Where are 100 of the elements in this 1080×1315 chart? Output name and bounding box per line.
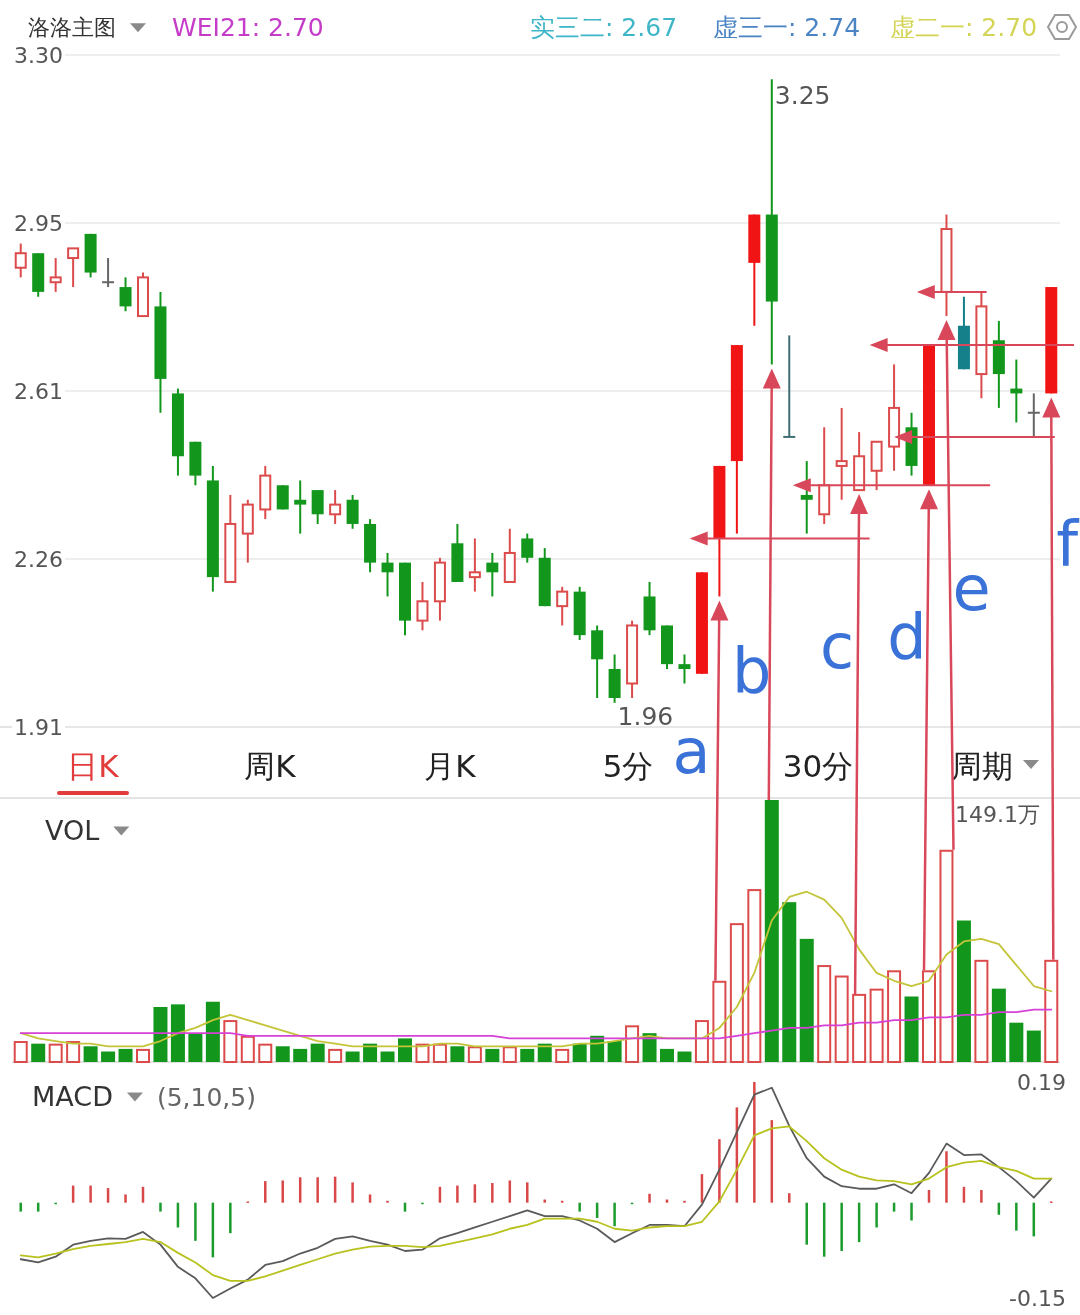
bar bbox=[1026, 1030, 1041, 1062]
bar bbox=[1015, 1202, 1018, 1231]
bar bbox=[782, 902, 797, 1062]
bar bbox=[153, 1006, 168, 1062]
annotation: 3.25 bbox=[774, 81, 831, 111]
bar bbox=[194, 1202, 197, 1241]
bar bbox=[712, 980, 727, 1063]
bar bbox=[852, 993, 867, 1063]
bar bbox=[572, 1043, 587, 1062]
bar bbox=[48, 1043, 63, 1063]
y-tick-label: 2.95 bbox=[14, 211, 63, 236]
y-tick-label: 3.30 bbox=[14, 43, 63, 68]
bar bbox=[398, 1038, 412, 1062]
bar bbox=[543, 1199, 546, 1203]
text: 5分 bbox=[602, 748, 654, 784]
bar bbox=[456, 1185, 459, 1203]
bar bbox=[887, 970, 902, 1063]
text: 30分 bbox=[782, 748, 854, 784]
bar bbox=[83, 1046, 98, 1062]
bar bbox=[136, 1048, 150, 1063]
bar bbox=[281, 1180, 284, 1203]
bar bbox=[764, 800, 779, 1062]
bar bbox=[124, 1194, 127, 1203]
bar bbox=[240, 1035, 255, 1063]
bar bbox=[729, 923, 744, 1063]
bar bbox=[910, 1202, 913, 1221]
bar bbox=[625, 1025, 640, 1063]
bar bbox=[502, 1046, 517, 1063]
bar bbox=[578, 1202, 581, 1212]
bar bbox=[817, 965, 832, 1063]
bar bbox=[1009, 1022, 1024, 1062]
bar bbox=[939, 849, 954, 1063]
bar bbox=[258, 1043, 273, 1063]
bar bbox=[66, 1041, 81, 1063]
bar bbox=[799, 938, 814, 1062]
y-tick-label: 2.26 bbox=[14, 547, 63, 572]
bar bbox=[223, 1020, 238, 1063]
bar bbox=[613, 1202, 616, 1227]
bar bbox=[328, 1048, 343, 1063]
text: VOL bbox=[45, 815, 100, 846]
y-tick-label: -0.15 bbox=[1009, 1286, 1066, 1311]
text: 周期 bbox=[951, 748, 1013, 784]
bar bbox=[205, 1001, 220, 1062]
chart-title: 洛洛主图 bbox=[28, 15, 116, 40]
bar bbox=[118, 1048, 133, 1062]
bar bbox=[718, 1139, 721, 1203]
bar bbox=[275, 1046, 290, 1062]
annotation: f bbox=[1056, 507, 1080, 580]
bar bbox=[642, 1033, 657, 1062]
bar bbox=[956, 920, 971, 1062]
bar bbox=[467, 1046, 482, 1063]
bar bbox=[974, 959, 989, 1063]
bar bbox=[991, 988, 1006, 1062]
bar bbox=[805, 1202, 808, 1245]
bar bbox=[345, 1051, 360, 1062]
bar bbox=[491, 1183, 494, 1203]
bar bbox=[188, 1033, 203, 1062]
bar bbox=[747, 889, 762, 1063]
bar bbox=[788, 1193, 791, 1203]
bar bbox=[450, 1046, 465, 1062]
bar bbox=[264, 1181, 267, 1203]
chart-title: MACD bbox=[32, 1081, 113, 1112]
y-tick-label: 2.61 bbox=[14, 379, 63, 404]
bar bbox=[922, 970, 936, 1063]
bar bbox=[677, 1051, 692, 1062]
bar bbox=[316, 1177, 319, 1203]
bar bbox=[904, 996, 919, 1062]
bar bbox=[980, 1190, 983, 1203]
bar bbox=[159, 1202, 162, 1212]
bar bbox=[834, 975, 849, 1063]
annotation: b bbox=[732, 634, 772, 707]
bar bbox=[310, 1043, 325, 1062]
bar bbox=[648, 1193, 651, 1203]
chart-subtitle: (5,10,5) bbox=[156, 1083, 256, 1112]
annotation: 1.96 bbox=[617, 701, 674, 731]
bar bbox=[101, 1051, 116, 1062]
text: 日K bbox=[67, 748, 120, 784]
text: 虚三一: 2.74 bbox=[713, 13, 861, 42]
bar bbox=[19, 1202, 22, 1212]
bar bbox=[555, 1048, 570, 1063]
bar bbox=[351, 1182, 354, 1203]
bar bbox=[1044, 959, 1059, 1063]
annotation: 149.1万 bbox=[955, 802, 1040, 827]
y-tick-label: 1.91 bbox=[14, 715, 63, 740]
bar bbox=[485, 1048, 500, 1062]
text: 周K bbox=[244, 748, 297, 784]
bar bbox=[170, 1004, 185, 1062]
text: WEI21: 2.70 bbox=[172, 13, 324, 42]
annotation: c bbox=[820, 610, 855, 683]
bar bbox=[526, 1182, 529, 1203]
bar bbox=[31, 1043, 46, 1062]
bar bbox=[229, 1202, 232, 1234]
bar bbox=[432, 1043, 447, 1063]
bar bbox=[660, 1048, 674, 1062]
annotation: e bbox=[952, 552, 991, 625]
bar bbox=[869, 988, 884, 1063]
y-tick-label: 0.19 bbox=[1017, 1070, 1066, 1095]
bar bbox=[89, 1185, 92, 1203]
bar bbox=[607, 1041, 622, 1062]
bar bbox=[945, 1151, 948, 1203]
